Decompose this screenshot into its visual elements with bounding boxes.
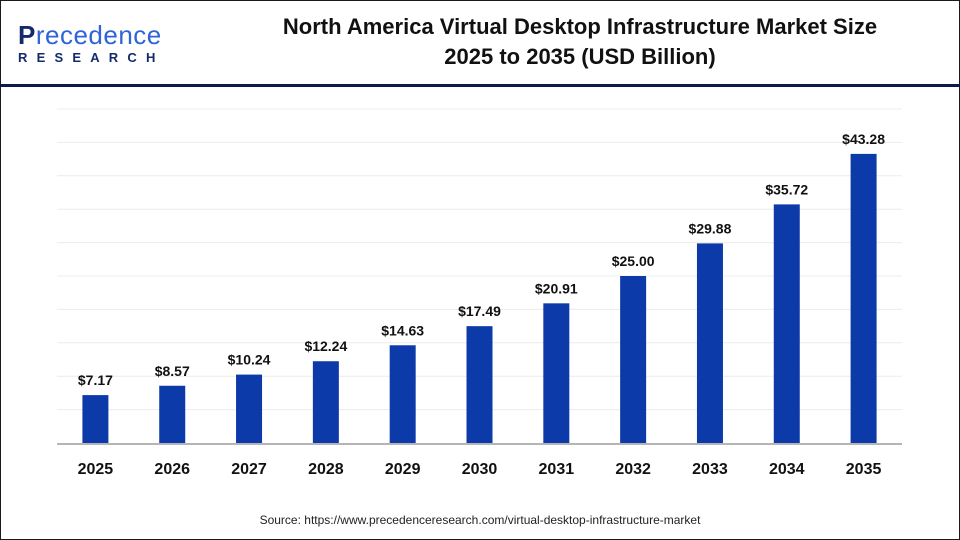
- x-tick-label: 2027: [231, 461, 267, 478]
- bar: [850, 153, 877, 444]
- data-label: $43.28: [842, 131, 885, 147]
- data-label: $29.88: [689, 220, 732, 236]
- header-divider: [0, 84, 960, 87]
- bar: [159, 385, 186, 443]
- x-tick-label: 2029: [385, 461, 421, 478]
- data-label: $35.72: [765, 181, 808, 197]
- data-label: $25.00: [612, 253, 655, 269]
- x-tick-label: 2025: [78, 461, 114, 478]
- x-tick-label: 2028: [308, 461, 344, 478]
- bar: [389, 345, 416, 443]
- title-line-2: 2025 to 2035 (USD Billion): [444, 44, 716, 69]
- logo-subtitle: RESEARCH: [18, 50, 165, 65]
- precedence-research-logo: Precedence RESEARCH: [18, 22, 165, 65]
- data-label: $10.24: [228, 352, 271, 368]
- bar: [466, 326, 493, 443]
- bar: [773, 204, 800, 443]
- x-tick-label: 2031: [539, 461, 575, 478]
- bar: [312, 361, 339, 443]
- data-label: $20.91: [535, 280, 578, 296]
- x-tick-label: 2034: [769, 461, 805, 478]
- data-label: $17.49: [458, 303, 501, 319]
- source-note: Source: https://www.precedenceresearch.c…: [259, 513, 701, 527]
- logo-wordmark: Precedence: [18, 20, 162, 50]
- x-tick-label: 2033: [692, 461, 728, 478]
- bar: [236, 374, 263, 443]
- x-tick-label: 2035: [846, 461, 882, 478]
- data-label: $14.63: [381, 322, 424, 338]
- x-tick-label: 2026: [154, 461, 190, 478]
- data-label: $7.17: [78, 372, 113, 388]
- title-line-1: North America Virtual Desktop Infrastruc…: [282, 14, 878, 39]
- bar: [620, 276, 647, 443]
- bar: [696, 243, 723, 443]
- chart-title: North America Virtual Desktop Infrastruc…: [200, 12, 960, 72]
- x-tick-label: 2030: [462, 461, 498, 478]
- data-label: $8.57: [155, 363, 190, 379]
- data-label: $12.24: [304, 338, 347, 354]
- x-tick-label: 2032: [615, 461, 651, 478]
- bar: [82, 395, 109, 443]
- bar: [543, 303, 570, 443]
